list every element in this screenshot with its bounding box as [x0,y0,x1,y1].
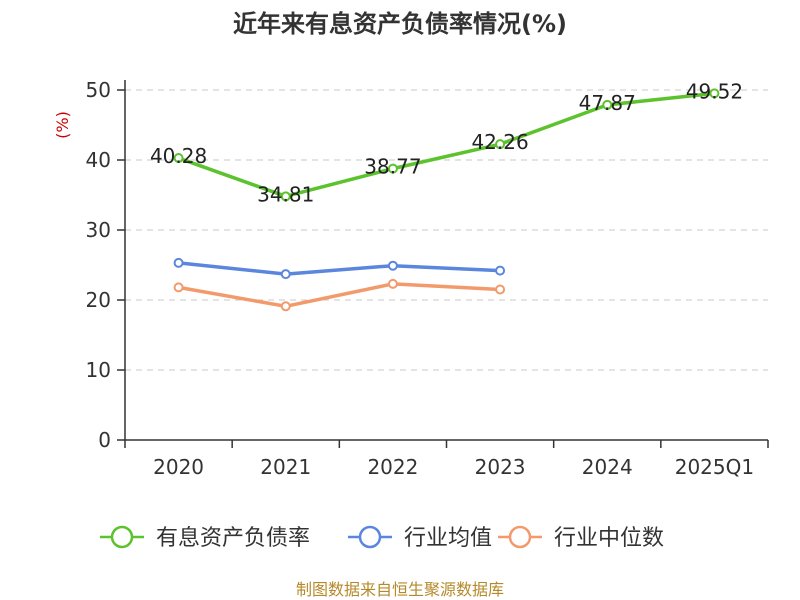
x-tick-label: 2022 [367,455,418,479]
data-point[interactable] [495,265,506,276]
data-point[interactable] [387,260,398,271]
data-label: 38.77 [364,155,421,179]
y-tick-label: 0 [98,428,111,452]
legend-swatch-marker [110,525,134,549]
data-label: 47.87 [579,91,636,115]
legend-label: 有息资产负债率 [156,526,310,551]
y-axis-label: (%) [53,111,72,139]
data-point[interactable] [173,257,184,268]
data-point[interactable] [709,88,720,99]
data-labels: 40.28 34.81 38.77 42.26 47.87 49.52 [150,79,743,206]
data-label: 42.26 [471,130,528,154]
legend[interactable]: 有息资产负债率 行业均值 行业中位数 [100,525,664,551]
data-point[interactable] [280,269,291,280]
data-point[interactable] [173,282,184,293]
axes: 0 10 20 30 40 50 2020 2021 2022 2023 2024 2025Q1 [86,78,769,479]
data-point[interactable] [280,191,291,202]
grid-lines [125,89,768,371]
legend-label: 行业中位数 [554,526,664,551]
legend-swatch-marker [358,525,382,549]
data-label: 40.28 [150,144,207,168]
chart-title: 近年来有息资产负债率情况(%) [233,10,567,38]
data-point[interactable] [495,284,506,295]
legend-item-2[interactable]: 行业中位数 [498,525,664,551]
data-point[interactable] [602,99,613,110]
data-point[interactable] [387,278,398,289]
y-tick-label: 20 [86,288,111,312]
legend-swatch-marker [508,525,532,549]
x-tick-label: 2024 [582,455,633,479]
data-point[interactable] [173,153,184,164]
legend-item-0[interactable]: 有息资产负债率 [100,525,310,551]
data-label: 34.81 [257,182,314,206]
x-tick-label: 2025Q1 [675,455,754,479]
series-line-0 [177,91,715,199]
y-tick-label: 10 [86,358,111,382]
legend-item-1[interactable]: 行业均值 [348,525,492,551]
x-tick-label: 2020 [153,455,204,479]
data-point[interactable] [387,163,398,174]
x-tick-label: 2021 [260,455,311,479]
data-point[interactable] [280,301,291,312]
series-line-1 [178,261,501,276]
data-point[interactable] [495,139,506,150]
y-tick-label: 40 [86,148,111,172]
y-tick-label: 30 [86,218,111,242]
data-label: 49.52 [686,79,743,103]
series-lines [173,88,720,312]
legend-label: 行业均值 [404,526,492,551]
y-tick-label: 50 [86,78,111,102]
series-line-2 [178,282,501,309]
source-note: 制图数据来自恒生聚源数据库 [296,580,504,599]
x-tick-label: 2023 [475,455,526,479]
